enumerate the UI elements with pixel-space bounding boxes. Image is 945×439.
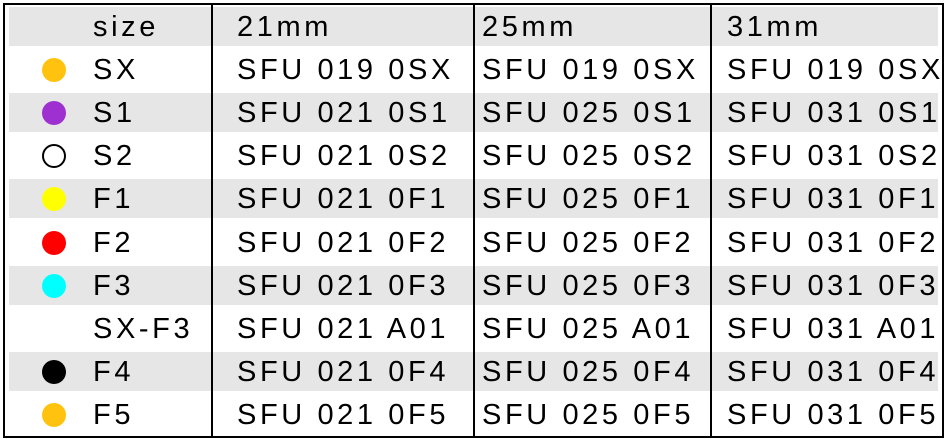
color-dot-icon xyxy=(42,230,66,255)
part-code: SFU 031 0S1 xyxy=(727,97,941,130)
column-divider xyxy=(473,5,475,436)
part-code: SFU 025 0F5 xyxy=(482,398,695,431)
color-dot-icon xyxy=(42,359,66,384)
size-label: F1 xyxy=(93,183,135,216)
table-row: SX SFU 019 0SX SFU 019 0SX SFU 019 0SX xyxy=(5,48,942,91)
part-code: SFU 031 0S2 xyxy=(727,140,941,173)
color-dot-icon xyxy=(42,101,66,126)
part-code: SFU 025 0S2 xyxy=(482,140,696,173)
column-header-0: 21mm xyxy=(237,11,332,43)
part-code: SFU 019 0SX xyxy=(237,54,454,87)
size-label: S1 xyxy=(93,97,136,130)
column-header-2: 31mm xyxy=(727,11,822,43)
table-row: F2 SFU 021 0F2 SFU 025 0F2 SFU 031 0F2 xyxy=(5,221,942,264)
column-divider xyxy=(710,5,712,436)
table-row: S2 SFU 021 0S2 SFU 025 0S2 SFU 031 0S2 xyxy=(5,134,942,177)
size-label: SX xyxy=(93,54,139,87)
size-label: S2 xyxy=(93,140,136,173)
color-dot-icon xyxy=(42,273,66,298)
part-code: SFU 021 0F1 xyxy=(237,183,450,216)
part-code: SFU 021 0F4 xyxy=(237,355,450,388)
part-code: SFU 031 0F4 xyxy=(727,355,940,388)
part-code: SFU 031 0F5 xyxy=(727,398,940,431)
table-row: F5 SFU 021 0F5 SFU 025 0F5 SFU 031 0F5 xyxy=(5,393,942,436)
part-code: SFU 025 0F1 xyxy=(482,183,695,216)
size-label: F2 xyxy=(93,226,135,259)
part-code: SFU 019 0SX xyxy=(727,54,944,87)
color-dot-icon xyxy=(42,144,66,169)
size-label: F4 xyxy=(93,355,135,388)
part-code: SFU 031 0F2 xyxy=(727,226,940,259)
size-label: SX-F3 xyxy=(93,312,194,345)
part-code: SFU 021 0F2 xyxy=(237,226,450,259)
size-header: size xyxy=(93,11,159,43)
part-code: SFU 021 0S2 xyxy=(237,140,451,173)
part-code: SFU 025 0F4 xyxy=(482,355,695,388)
part-code: SFU 025 0F3 xyxy=(482,269,695,302)
size-label: F5 xyxy=(93,398,135,431)
table-row: SX-F3 SFU 021 A01 SFU 025 A01 SFU 031 A01 xyxy=(5,307,942,350)
size-label: F3 xyxy=(93,269,135,302)
color-dot-icon xyxy=(42,58,66,83)
part-code: SFU 031 0F3 xyxy=(727,269,940,302)
part-code: SFU 025 A01 xyxy=(482,312,695,345)
part-code: SFU 021 0F3 xyxy=(237,269,450,302)
part-code: SFU 031 A01 xyxy=(727,312,940,345)
part-code: SFU 025 0F2 xyxy=(482,226,695,259)
size-table: size 21mm 25mm 31mm SX SFU 019 0SX SFU 019 0SX… xyxy=(3,3,944,438)
color-dot-icon xyxy=(42,402,66,427)
part-code: SFU 021 0F5 xyxy=(237,398,450,431)
color-dot-icon xyxy=(42,187,66,212)
table-row: S1 SFU 021 0S1 SFU 025 0S1 SFU 031 0S1 xyxy=(5,91,942,134)
part-code: SFU 021 A01 xyxy=(237,312,450,345)
part-code: SFU 025 0S1 xyxy=(482,97,696,130)
part-code: SFU 019 0SX xyxy=(482,54,699,87)
part-code: SFU 031 0F1 xyxy=(727,183,940,216)
part-code: SFU 021 0S1 xyxy=(237,97,451,130)
column-divider xyxy=(211,5,213,436)
column-header-1: 25mm xyxy=(482,11,577,43)
